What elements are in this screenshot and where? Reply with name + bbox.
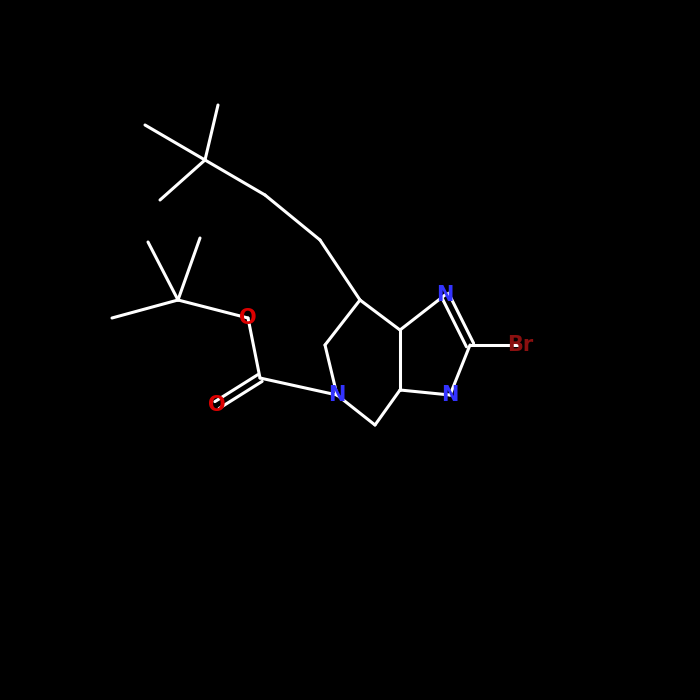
Text: O: O [208, 395, 226, 415]
Text: O: O [239, 308, 257, 328]
Text: Br: Br [507, 335, 533, 355]
Text: N: N [441, 385, 458, 405]
Text: N: N [436, 285, 454, 305]
Text: N: N [328, 385, 346, 405]
